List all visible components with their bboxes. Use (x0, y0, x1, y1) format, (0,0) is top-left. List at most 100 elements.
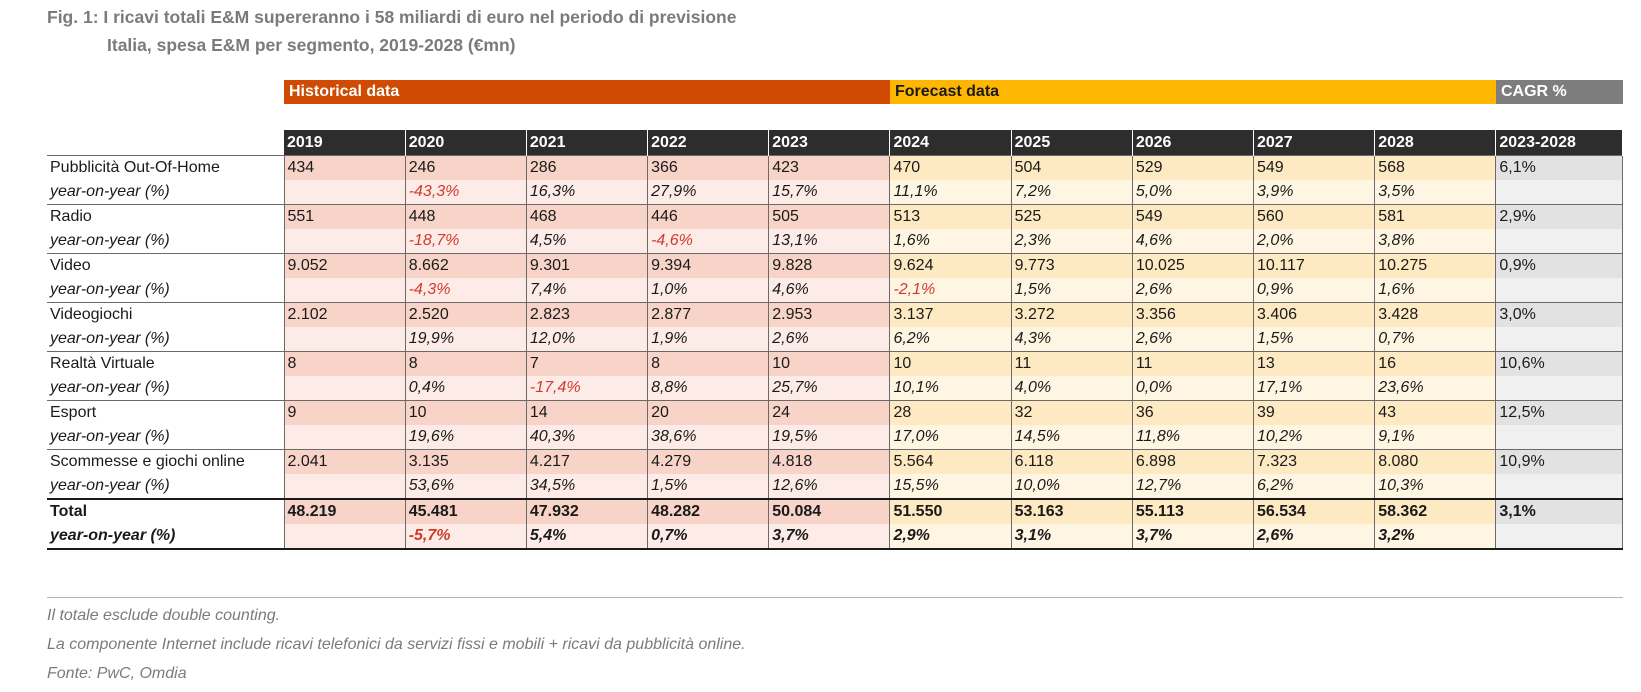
cagr-empty-cell (1495, 425, 1624, 450)
value-cell: 8 (284, 351, 406, 376)
column-header: 2022 (647, 130, 770, 156)
table-row: Pubblicità Out-Of-Home 434 246 286 366 423 470… (47, 155, 1624, 180)
yoy-row: year-on-year (%) 0,4% -17,4% 8,8% 25,7% 10,1%… (47, 376, 1624, 401)
yoy-cell: 38,6% (647, 425, 770, 450)
value-cell: 45.481 (405, 498, 527, 524)
yoy-cell: 7,2% (1011, 180, 1133, 205)
yoy-cell: 10,2% (1253, 425, 1376, 450)
value-cell: 50.084 (768, 498, 891, 524)
value-cell: 20 (647, 400, 770, 425)
value-cell: 51.550 (889, 498, 1012, 524)
yoy-cell: 5,0% (1132, 180, 1255, 205)
yoy-cell: 3,7% (768, 524, 891, 550)
value-cell: 8 (405, 351, 527, 376)
yoy-cell: 3,2% (1374, 524, 1497, 550)
value-cell: 10 (889, 351, 1012, 376)
row-label: Radio (47, 204, 285, 229)
value-cell: 13 (1253, 351, 1376, 376)
value-cell: 14 (526, 400, 649, 425)
yoy-row: year-on-year (%) -4,3% 7,4% 1,0% 4,6% -2,1% 1,… (47, 278, 1624, 303)
yoy-cell: 25,7% (768, 376, 891, 401)
value-cell: 2.041 (284, 449, 406, 474)
value-cell: 4.217 (526, 449, 649, 474)
table-row: Scommesse e giochi online 2.041 3.135 4.217… (47, 449, 1624, 474)
value-cell: 8 (647, 351, 770, 376)
yoy-cell: -43,3% (405, 180, 527, 205)
value-cell: 9.773 (1011, 253, 1133, 278)
yoy-row: year-on-year (%) 19,6% 40,3% 38,6% 19,5% 17,0… (47, 425, 1624, 450)
yoy-cell: 4,6% (1132, 229, 1255, 254)
cagr-empty-cell (1495, 180, 1624, 205)
yoy-cell: -4,6% (647, 229, 770, 254)
yoy-cell: 2,3% (1011, 229, 1133, 254)
row-label: Pubblicità Out-Of-Home (47, 155, 285, 180)
cagr-cell: 3,0% (1495, 302, 1624, 327)
yoy-cell: -17,4% (526, 376, 649, 401)
value-cell: 9.301 (526, 253, 649, 278)
yoy-cell: 2,0% (1253, 229, 1376, 254)
value-cell: 24 (768, 400, 891, 425)
value-cell: 16 (1374, 351, 1497, 376)
value-cell: 3.356 (1132, 302, 1255, 327)
value-cell: 505 (768, 204, 891, 229)
row-label: Realtà Virtuale (47, 351, 285, 376)
yoy-cell (284, 327, 406, 352)
yoy-cell: 1,6% (889, 229, 1012, 254)
yoy-cell: 0,9% (1253, 278, 1376, 303)
yoy-cell: 0,0% (1132, 376, 1255, 401)
yoy-cell: -5,7% (405, 524, 527, 550)
yoy-cell: -2,1% (889, 278, 1012, 303)
yoy-cell: 10,3% (1374, 474, 1497, 499)
yoy-cell: -4,3% (405, 278, 527, 303)
value-cell: 47.932 (526, 498, 649, 524)
yoy-cell: 0,7% (1374, 327, 1497, 352)
yoy-cell (284, 229, 406, 254)
value-cell: 549 (1132, 204, 1255, 229)
table-body: Pubblicità Out-Of-Home 434 246 286 366 423 470… (47, 155, 1624, 550)
value-cell: 448 (405, 204, 527, 229)
value-cell: 4.279 (647, 449, 770, 474)
yoy-cell: 6,2% (1253, 474, 1376, 499)
value-cell: 3.137 (889, 302, 1012, 327)
column-header: 2026 (1132, 130, 1255, 156)
yoy-cell: 14,5% (1011, 425, 1133, 450)
footnote-divider (47, 597, 1623, 598)
value-cell: 58.362 (1374, 498, 1497, 524)
forecast-data-band: Forecast data (890, 80, 1496, 104)
yoy-cell: 6,2% (889, 327, 1012, 352)
yoy-cell: 1,6% (1374, 278, 1497, 303)
row-label: Esport (47, 400, 285, 425)
yoy-cell: 11,1% (889, 180, 1012, 205)
value-cell: 36 (1132, 400, 1255, 425)
value-cell: 423 (768, 155, 891, 180)
value-cell: 28 (889, 400, 1012, 425)
table-row: Videogiochi 2.102 2.520 2.823 2.877 2.953 3.13… (47, 302, 1624, 327)
value-cell: 9 (284, 400, 406, 425)
value-cell: 10.117 (1253, 253, 1376, 278)
value-cell: 39 (1253, 400, 1376, 425)
yoy-cell: 2,6% (1253, 524, 1376, 550)
yoy-cell: 27,9% (647, 180, 770, 205)
value-cell: 551 (284, 204, 406, 229)
value-cell: 2.520 (405, 302, 527, 327)
yoy-cell (284, 524, 406, 550)
value-cell: 10.025 (1132, 253, 1255, 278)
chart-title: Fig. 1: I ricavi totali E&M supereranno … (47, 7, 737, 27)
value-cell: 568 (1374, 155, 1497, 180)
cagr-cell: 6,1% (1495, 155, 1624, 180)
yoy-cell: 4,0% (1011, 376, 1133, 401)
yoy-row-label: year-on-year (%) (47, 278, 285, 303)
yoy-cell: 12,7% (1132, 474, 1255, 499)
column-header: 2023 (768, 130, 891, 156)
cagr-empty-cell (1495, 278, 1624, 303)
yoy-row-label: year-on-year (%) (47, 425, 285, 450)
yoy-cell: 3,5% (1374, 180, 1497, 205)
value-cell: 11 (1132, 351, 1255, 376)
value-cell: 2.877 (647, 302, 770, 327)
yoy-cell: 3,7% (1132, 524, 1255, 550)
value-cell: 3.406 (1253, 302, 1376, 327)
value-cell: 468 (526, 204, 649, 229)
value-cell: 7 (526, 351, 649, 376)
yoy-cell (284, 474, 406, 499)
yoy-cell: 23,6% (1374, 376, 1497, 401)
